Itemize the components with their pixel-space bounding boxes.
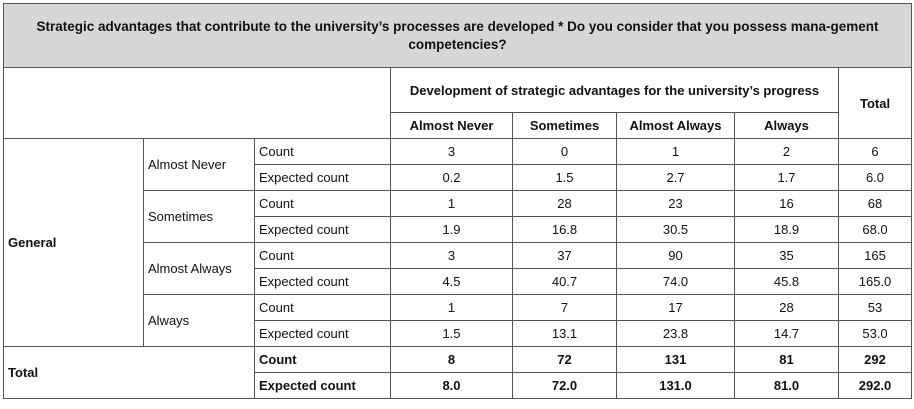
table-cell: 131.0 [616, 372, 735, 399]
table-cell: 8.0 [390, 372, 513, 399]
stat-label: Count [254, 190, 391, 217]
table-cell: 18.9 [734, 216, 839, 243]
table-cell: 1.5 [390, 320, 513, 347]
table-cell: 37 [512, 242, 617, 269]
table-cell: 81.0 [734, 372, 839, 399]
table-cell: 13.1 [512, 320, 617, 347]
table-cell: 1 [390, 294, 513, 321]
total-column-header: Total [837, 67, 913, 139]
table-cell: 3 [390, 138, 513, 165]
table-cell: 2.7 [616, 164, 735, 191]
table-cell: 131 [616, 346, 735, 373]
table-cell: 1.9 [390, 216, 513, 243]
empty-corner-cell [3, 67, 391, 139]
row-category-label: Always [143, 294, 255, 347]
table-cell: 23 [616, 190, 735, 217]
column-header: Always [734, 112, 839, 139]
table-cell: 74.0 [616, 268, 735, 295]
table-cell: 35 [734, 242, 839, 269]
table-cell: 2 [734, 138, 839, 165]
table-cell: 45.8 [734, 268, 839, 295]
total-expected-row: Expected count 8.0 72.0 131.0 81.0 292.0 [4, 372, 913, 399]
table-cell: 17 [616, 294, 735, 321]
table-cell: 14.7 [734, 320, 839, 347]
table-cell: 16 [734, 190, 839, 217]
column-header: Almost Always [616, 112, 735, 139]
stat-label: Count [254, 138, 391, 165]
crosstab-container: Strategic advantages that contribute to … [2, 3, 913, 399]
column-header: Sometimes [512, 112, 617, 139]
row-category-label: Almost Always [143, 242, 255, 295]
table-cell: 72.0 [512, 372, 617, 399]
table-cell: 8 [390, 346, 513, 373]
column-group-header: Development of strategic advantages for … [390, 67, 839, 113]
table-cell: 1.5 [512, 164, 617, 191]
table-cell: 165 [837, 242, 913, 269]
stat-label: Expected count [254, 216, 391, 243]
table-cell: 28 [512, 190, 617, 217]
table-cell: 0 [512, 138, 617, 165]
header-row-1: Development of strategic advantages for … [3, 67, 913, 139]
total-count-row: Total Count 8 72 131 81 292 [3, 346, 913, 399]
stat-label: Expected count [254, 320, 391, 347]
table-cell: 3 [390, 242, 513, 269]
table-cell: 81 [734, 346, 839, 373]
table-row: Expected count 1.5 13.1 23.8 14.7 53.0 [4, 320, 913, 347]
table-title: Strategic advantages that contribute to … [2, 3, 913, 68]
table-cell: 292.0 [837, 372, 913, 399]
table-cell: 16.8 [512, 216, 617, 243]
stat-label: Expected count [254, 164, 391, 191]
table-cell: 53 [837, 294, 913, 321]
table-cell: 165.0 [837, 268, 913, 295]
table-cell: 6.0 [837, 164, 913, 191]
table-cell: 68 [837, 190, 913, 217]
stat-label: Count [254, 294, 391, 321]
table-cell: 68.0 [837, 216, 913, 243]
title-row: Strategic advantages that contribute to … [2, 3, 913, 68]
table-cell: 72 [512, 346, 617, 373]
stat-label: Expected count [254, 372, 391, 399]
table-row: Expected count 0.2 1.5 2.7 1.7 6.0 [4, 164, 913, 191]
table-cell: 4.5 [390, 268, 513, 295]
total-row-label: Total [3, 346, 255, 399]
table-cell: 53.0 [837, 320, 913, 347]
table-cell: 23.8 [616, 320, 735, 347]
header-row-2: Almost Never Sometimes Almost Always Alw… [4, 112, 912, 139]
table-row: General Almost Never Count 3 0 1 2 6 [3, 138, 913, 347]
stat-label: Count [254, 242, 391, 269]
table-cell: 292 [837, 346, 913, 373]
table-cell: 0.2 [390, 164, 513, 191]
table-cell: 90 [616, 242, 735, 269]
table-cell: 1 [390, 190, 513, 217]
table-cell: 40.7 [512, 268, 617, 295]
table-cell: 28 [734, 294, 839, 321]
table-row: Always Count 1 7 17 28 53 [4, 294, 913, 347]
table-row: Expected count 4.5 40.7 74.0 45.8 165.0 [4, 268, 913, 295]
crosstab-table: Strategic advantages that contribute to … [2, 3, 913, 399]
table-cell: 1 [616, 138, 735, 165]
stat-label: Count [254, 346, 391, 373]
stat-label: Expected count [254, 268, 391, 295]
table-cell: 6 [837, 138, 913, 165]
row-category-label: Sometimes [143, 190, 255, 243]
table-cell: 7 [512, 294, 617, 321]
row-category-label: Almost Never [143, 138, 255, 191]
row-group-label: General [3, 138, 144, 347]
column-header: Almost Never [390, 112, 513, 139]
table-cell: 30.5 [616, 216, 735, 243]
table-cell: 1.7 [734, 164, 839, 191]
